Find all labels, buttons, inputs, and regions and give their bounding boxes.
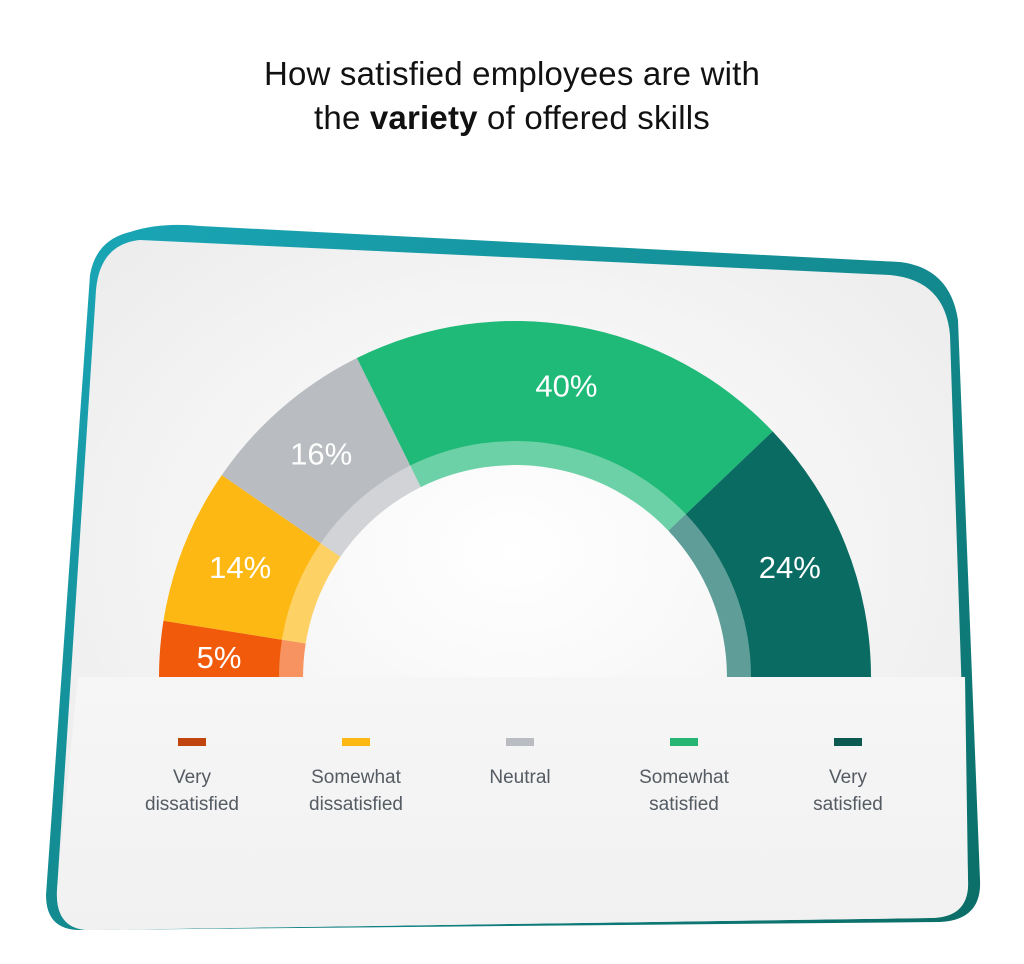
gauge-inner-ring-4 bbox=[410, 441, 686, 531]
gauge-inner-ring-1 bbox=[279, 639, 306, 677]
gauge-segment-very-dissatisfied bbox=[159, 620, 306, 677]
legend-swatch bbox=[506, 738, 534, 746]
gauge-segment-neutral bbox=[221, 358, 421, 557]
legend-label: Very satisfied bbox=[813, 767, 883, 815]
legend-item: Somewhat satisfied bbox=[602, 738, 766, 818]
title-line-1: How satisfied employees are with bbox=[263, 55, 761, 92]
legend-label: Somewhat satisfied bbox=[639, 767, 729, 815]
legend-label: Neutral bbox=[489, 767, 551, 788]
legend-item: Somewhat dissatisfied bbox=[274, 738, 438, 818]
gauge-segments bbox=[159, 321, 871, 677]
legend-item: Neutral bbox=[438, 738, 602, 818]
title-emphasis: variety bbox=[369, 99, 478, 136]
gauge-inner-ring-2 bbox=[281, 543, 341, 644]
legend-swatch bbox=[178, 738, 206, 746]
legend-swatch bbox=[670, 738, 698, 746]
value-label-4: 40% bbox=[535, 368, 597, 403]
legend-label: Very dissatisfied bbox=[145, 767, 239, 815]
value-label-3: 16% bbox=[290, 436, 352, 471]
legend-swatch bbox=[342, 738, 370, 746]
gauge-inner-ring-3 bbox=[320, 465, 421, 557]
legend-item: Very satisfied bbox=[766, 738, 930, 818]
value-label-1: 5% bbox=[197, 640, 242, 675]
title-text-before: the bbox=[314, 99, 370, 136]
title-line-2: the variety of offered skills bbox=[0, 96, 1024, 140]
value-label-2: 14% bbox=[209, 550, 271, 585]
gauge-segment-somewhat-satisfied bbox=[356, 321, 773, 531]
chart-title: How satisfied employees are with the var… bbox=[0, 52, 1024, 140]
gauge-labels: 5% 14% 16% 40% 24% bbox=[197, 368, 821, 675]
title-text-after: of offered skills bbox=[477, 99, 710, 136]
card-base-panel bbox=[56, 677, 969, 930]
gauge-inner-ring-5 bbox=[668, 514, 751, 677]
legend: Very dissatisfied Somewhat dissatisfied Ne… bbox=[110, 738, 930, 818]
gauge-segment-somewhat-dissatisfied bbox=[163, 475, 341, 644]
legend-item: Very dissatisfied bbox=[110, 738, 274, 818]
value-label-5: 24% bbox=[759, 550, 821, 585]
legend-swatch bbox=[834, 738, 862, 746]
legend-label: Somewhat dissatisfied bbox=[309, 767, 403, 815]
gauge-segment-very-satisfied bbox=[668, 431, 871, 677]
